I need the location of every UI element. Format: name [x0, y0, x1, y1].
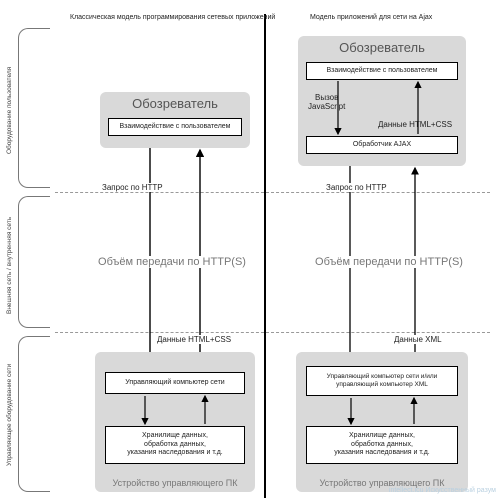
left-server-box: Управляющий компьютер сети Хранилище дан…	[95, 352, 255, 492]
dash-line-1	[55, 192, 490, 193]
right-data-label: Данные XML	[392, 335, 444, 344]
right-server-main: Управляющий компьютер сети и/или управля…	[306, 366, 458, 396]
left-browser-title: Обозреватель	[100, 92, 250, 111]
dash-line-2	[55, 332, 490, 333]
right-volume: Объём передачи по HTTP(S)	[294, 256, 484, 268]
right-user-interaction: Взаимодействие с пользователем	[306, 62, 458, 80]
right-ajax-box: Обработчик AJAX	[306, 136, 458, 154]
left-user-interaction: Взаимодействие с пользователем	[108, 118, 242, 136]
left-storage: Хранилище данных, обработка данных, указ…	[105, 426, 245, 464]
row3-label: Управляющее оборудование сети	[6, 352, 13, 477]
row1-label: Оборудование пользователя	[6, 55, 13, 165]
right-browser-title: Обозреватель	[298, 36, 466, 55]
header-right: Модель приложений для сети на Ajax	[310, 14, 432, 21]
left-bottom-label: Устройство управляющего ПК	[95, 478, 255, 488]
left-browser-box: Обозреватель Взаимодействие с пользовате…	[100, 92, 250, 148]
right-storage: Хранилище данных, обработка данных, указ…	[306, 426, 458, 464]
left-data-label: Данные HTML+CSS	[155, 335, 233, 344]
watermark: intellect.icu Искусственный разум	[389, 487, 496, 494]
row2-label: Внешняя сеть / внутренняя сеть	[6, 210, 13, 320]
right-http-req: Запрос по HTTP	[324, 183, 389, 192]
right-server-box: Управляющий компьютер сети и/или управля…	[296, 352, 468, 492]
brace-row3	[18, 336, 50, 492]
brace-row1	[18, 28, 50, 188]
right-js-call: Вызов JavaScript	[308, 94, 345, 112]
brace-row2	[18, 196, 50, 328]
left-http-req: Запрос по HTTP	[100, 183, 165, 192]
left-server-main: Управляющий компьютер сети	[105, 372, 245, 394]
right-data-inner: Данные HTML+CSS	[378, 120, 452, 129]
center-divider	[264, 14, 266, 498]
header-left: Классическая модель программирования сет…	[70, 14, 275, 21]
left-volume: Объём передачи по HTTP(S)	[82, 256, 262, 268]
